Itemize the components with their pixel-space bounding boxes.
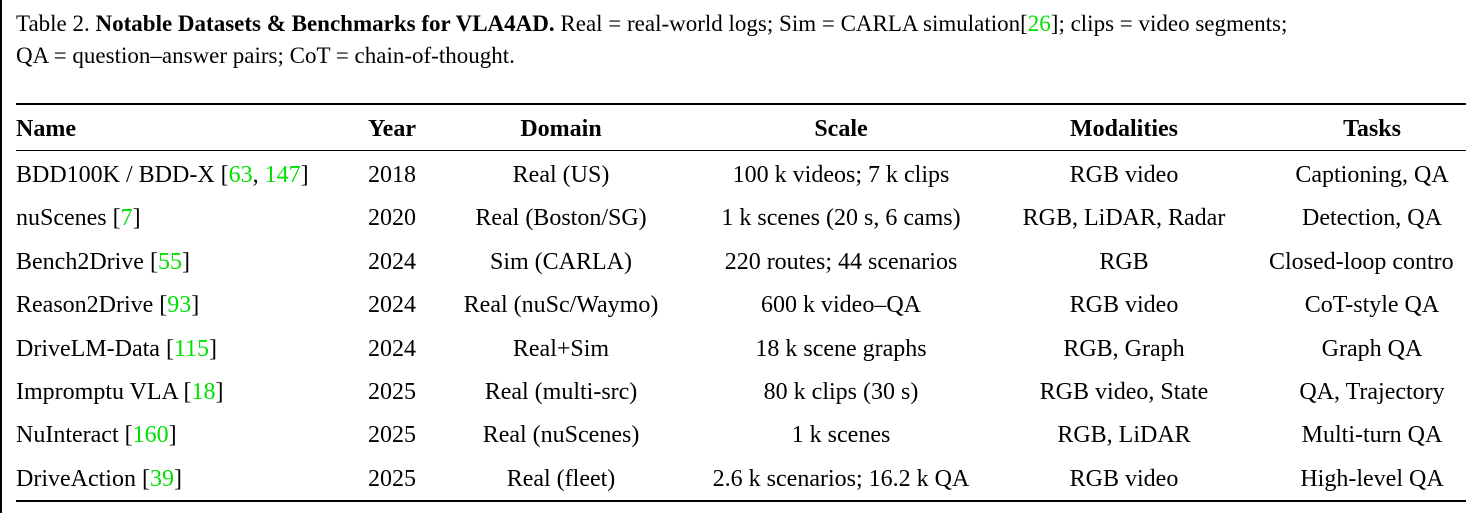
- cell-name: NuInteract [160]: [16, 422, 177, 448]
- cell-modalities: RGB: [1099, 249, 1149, 275]
- cell-tasks: QA, Trajectory: [1299, 379, 1445, 405]
- table-row: Reason2Drive [93] 2024 Real (nuSc/Waymo)…: [0, 285, 1466, 325]
- cell-name: Impromptu VLA [18]: [16, 379, 224, 405]
- header-modalities: Modalities: [1070, 116, 1178, 142]
- cell-domain: Real (US): [512, 162, 610, 188]
- citation-link[interactable]: 93: [167, 292, 192, 318]
- cell-modalities: RGB video: [1069, 466, 1179, 492]
- citation-link[interactable]: 26: [1027, 11, 1051, 36]
- citation-link[interactable]: 63: [228, 162, 253, 188]
- cell-scale: 80 k clips (30 s): [763, 379, 919, 405]
- table-row: NuInteract [160] 2025 Real (nuScenes) 1 …: [0, 415, 1466, 455]
- cell-name: BDD100K / BDD-X [63, 147]: [16, 162, 309, 188]
- table-bottom-rule: [16, 500, 1466, 502]
- cell-scale: 100 k videos; 7 k clips: [732, 162, 950, 188]
- citation-link[interactable]: 160: [132, 422, 169, 448]
- cell-year: 2024: [368, 292, 416, 318]
- caption-label: Table 2.: [16, 11, 90, 36]
- citation-link[interactable]: 39: [149, 466, 174, 492]
- table-row: nuScenes [7] 2020 Real (Boston/SG) 1 k s…: [0, 198, 1466, 238]
- caption-text-1: Real = real-world logs; Sim = CARLA simu…: [560, 11, 1028, 36]
- cell-domain: Real (nuSc/Waymo): [463, 292, 659, 318]
- cell-scale: 1 k scenes: [791, 422, 891, 448]
- cell-year: 2025: [368, 422, 416, 448]
- cell-name: DriveAction [39]: [16, 466, 182, 492]
- header-tasks: Tasks: [1343, 116, 1401, 142]
- header-domain: Domain: [520, 116, 602, 142]
- caption-line-2: QA = question–answer pairs; CoT = chain-…: [16, 43, 515, 68]
- cell-year: 2024: [368, 249, 416, 275]
- left-border-line: [0, 0, 2, 513]
- cell-tasks: High-level QA: [1300, 466, 1444, 492]
- table-row: Bench2Drive [55] 2024 Sim (CARLA) 220 ro…: [0, 242, 1466, 282]
- cell-domain: Real (multi-src): [484, 379, 638, 405]
- citation-link[interactable]: 55: [157, 249, 182, 275]
- cell-name: nuScenes [7]: [16, 205, 141, 231]
- table-row: DriveLM-Data [115] 2024 Real+Sim 18 k sc…: [0, 329, 1466, 369]
- cell-domain: Sim (CARLA): [489, 249, 633, 275]
- table-row: Impromptu VLA [18] 2025 Real (multi-src)…: [0, 372, 1466, 412]
- cell-year: 2025: [368, 466, 416, 492]
- cell-scale: 18 k scene graphs: [755, 336, 927, 362]
- cell-modalities: RGB video: [1069, 292, 1179, 318]
- caption-title: Notable Datasets & Benchmarks for VLA4AD…: [95, 11, 555, 36]
- citation-link[interactable]: 115: [173, 336, 210, 362]
- cell-name: Bench2Drive [55]: [16, 249, 190, 275]
- cell-tasks: Graph QA: [1321, 336, 1423, 362]
- cell-tasks: CoT-style QA: [1304, 292, 1440, 318]
- cell-year: 2025: [368, 379, 416, 405]
- cell-domain: Real (nuScenes): [482, 422, 640, 448]
- caption-text-2: ]; clips = video segments;: [1050, 11, 1288, 36]
- cell-tasks: Multi-turn QA: [1301, 422, 1443, 448]
- table-top-rule: [16, 103, 1466, 105]
- citation-link[interactable]: 18: [191, 379, 216, 405]
- cell-scale: 2.6 k scenarios; 16.2 k QA: [712, 466, 970, 492]
- cell-name: DriveLM-Data [115]: [16, 336, 218, 362]
- cell-domain: Real+Sim: [512, 336, 610, 362]
- cell-modalities: RGB video: [1069, 162, 1179, 188]
- cell-tasks: Detection, QA: [1302, 205, 1442, 231]
- cell-year: 2018: [368, 162, 416, 188]
- cell-scale: 1 k scenes (20 s, 6 cams): [721, 205, 961, 231]
- cell-domain: Real (fleet): [506, 466, 616, 492]
- cell-modalities: RGB, LiDAR, Radar: [1022, 205, 1226, 231]
- cell-tasks: Captioning, QA: [1295, 162, 1449, 188]
- citation-link[interactable]: 147: [264, 162, 301, 188]
- cell-scale: 600 k video–QA: [761, 292, 921, 318]
- table-caption: Table 2. Notable Datasets & Benchmarks f…: [16, 8, 1466, 72]
- cell-tasks: Closed-loop contro: [1269, 249, 1454, 275]
- table-header-rule: [16, 150, 1466, 151]
- caption-line-1: Table 2. Notable Datasets & Benchmarks f…: [16, 8, 1466, 40]
- header-name: Name: [16, 116, 76, 142]
- citation-link[interactable]: 7: [120, 205, 133, 231]
- table-header-row: Name Year Domain Scale Modalities Tasks: [0, 109, 1466, 149]
- cell-year: 2024: [368, 336, 416, 362]
- header-scale: Scale: [814, 116, 868, 142]
- cell-name: Reason2Drive [93]: [16, 292, 200, 318]
- header-year: Year: [368, 116, 416, 142]
- cell-modalities: RGB, Graph: [1063, 336, 1185, 362]
- table-row: DriveAction [39] 2025 Real (fleet) 2.6 k…: [0, 459, 1466, 499]
- cell-scale: 220 routes; 44 scenarios: [724, 249, 958, 275]
- cell-modalities: RGB, LiDAR: [1057, 422, 1191, 448]
- cell-year: 2020: [368, 205, 416, 231]
- cell-domain: Real (Boston/SG): [475, 205, 647, 231]
- table-row: BDD100K / BDD-X [63, 147] 2018 Real (US)…: [0, 155, 1466, 195]
- cell-modalities: RGB video, State: [1039, 379, 1209, 405]
